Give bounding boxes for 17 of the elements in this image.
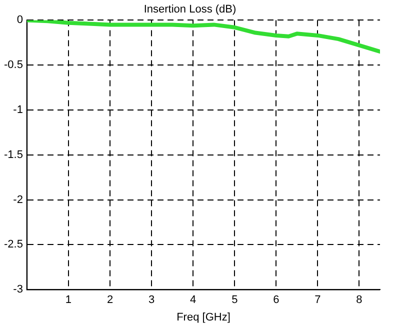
chart-title: Insertion Loss (dB) [144,4,236,16]
x-tick-label: 8 [356,294,362,306]
y-tick-label: -3 [13,284,23,296]
y-tick-label: -1 [13,104,23,116]
x-tick-label: 2 [106,294,114,306]
y-tick-label: -2.5 [4,238,23,251]
x-axis-title: Freq [GHz] [176,311,230,324]
x-tick-label: 5 [232,294,238,306]
y-tick-label: -0.5 [4,59,23,72]
x-tick-label: 6 [273,294,280,306]
x-tick-label: 3 [148,294,155,306]
y-tick-label: 0 [16,14,23,26]
y-tick-label: -1.5 [4,148,23,161]
x-tick-label: 7 [314,294,321,306]
y-tick-label: -2 [13,194,23,206]
x-tick-label: 1 [65,294,72,306]
x-tick-label: 4 [190,294,196,306]
